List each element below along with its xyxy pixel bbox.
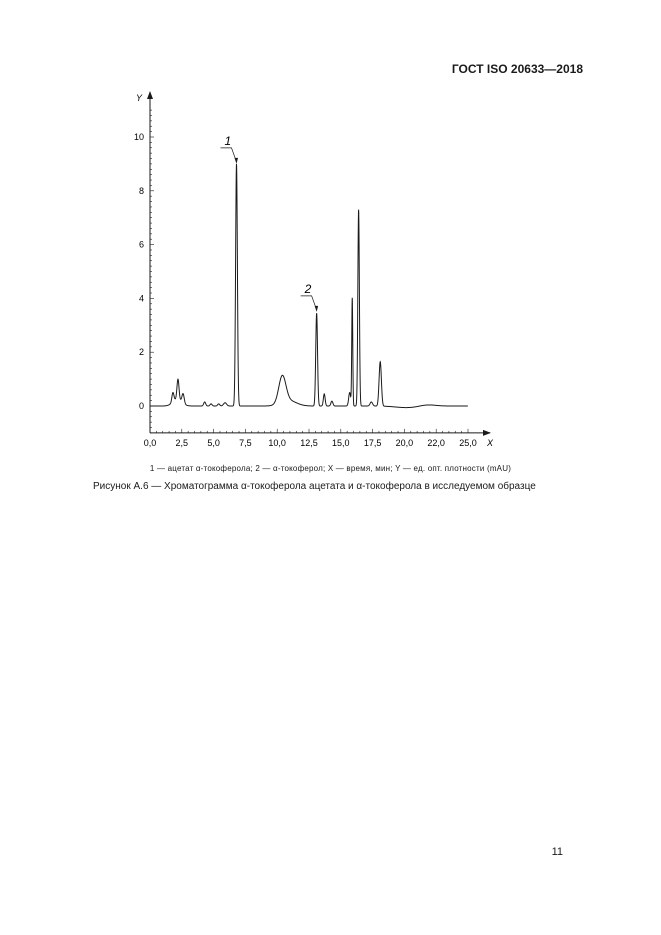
y-tick-label: 0 [139,401,144,411]
leader-line [220,147,237,163]
x-tick-label: 25,0 [459,438,477,448]
y-tick-label: 8 [139,186,144,196]
y-tick-label: 4 [139,293,144,303]
y-tick-label: 2 [139,347,144,357]
x-axis-arrow [483,429,491,436]
arrow-head [314,305,319,312]
figure-caption: Рисунок А.6 — Хроматограмма α-токоферола… [93,481,536,492]
page-number: 11 [551,846,563,858]
ticks: 0 2 4 6 8 10 0,0 2,5 5,0 7,5 10,0 12,5 15,0 17,5 20,0 2… [134,109,477,448]
chromatogram-trace [150,163,468,409]
figure-legend: 1 — ацетат α-токоферола; 2 — α-токоферол… [149,464,512,473]
x-tick-label: 22,0 [427,438,445,448]
x-tick-label: 17,5 [364,438,382,448]
leader-line [300,295,317,310]
x-tick-label: 15,0 [332,438,350,448]
document-id: ГОСТ ISO 20633—2018 [451,62,583,76]
x-axis-label: X [486,438,494,448]
y-tick-label: 10 [134,132,144,142]
peak-number: 2 [304,282,312,296]
peak-label-2: 2 [300,282,319,312]
x-tick-label: 10,0 [268,438,286,448]
x-tick-label: 7,5 [239,438,252,448]
x-tick-label: 5,0 [207,438,220,448]
y-axis-arrow [147,91,153,99]
peak-annotations: 12 [220,134,319,312]
x-tick-label: 12,5 [300,438,318,448]
x-tick-label: 0,0 [144,438,157,448]
x-tick-label: 2,5 [176,438,189,448]
x-tick-label: 20,0 [396,438,414,448]
axes [147,91,491,436]
y-axis-label: Y [136,93,143,103]
arrow-head [234,157,238,164]
peak-number: 1 [224,134,231,148]
peak-label-1: 1 [220,134,238,164]
y-tick-label: 6 [139,240,144,250]
